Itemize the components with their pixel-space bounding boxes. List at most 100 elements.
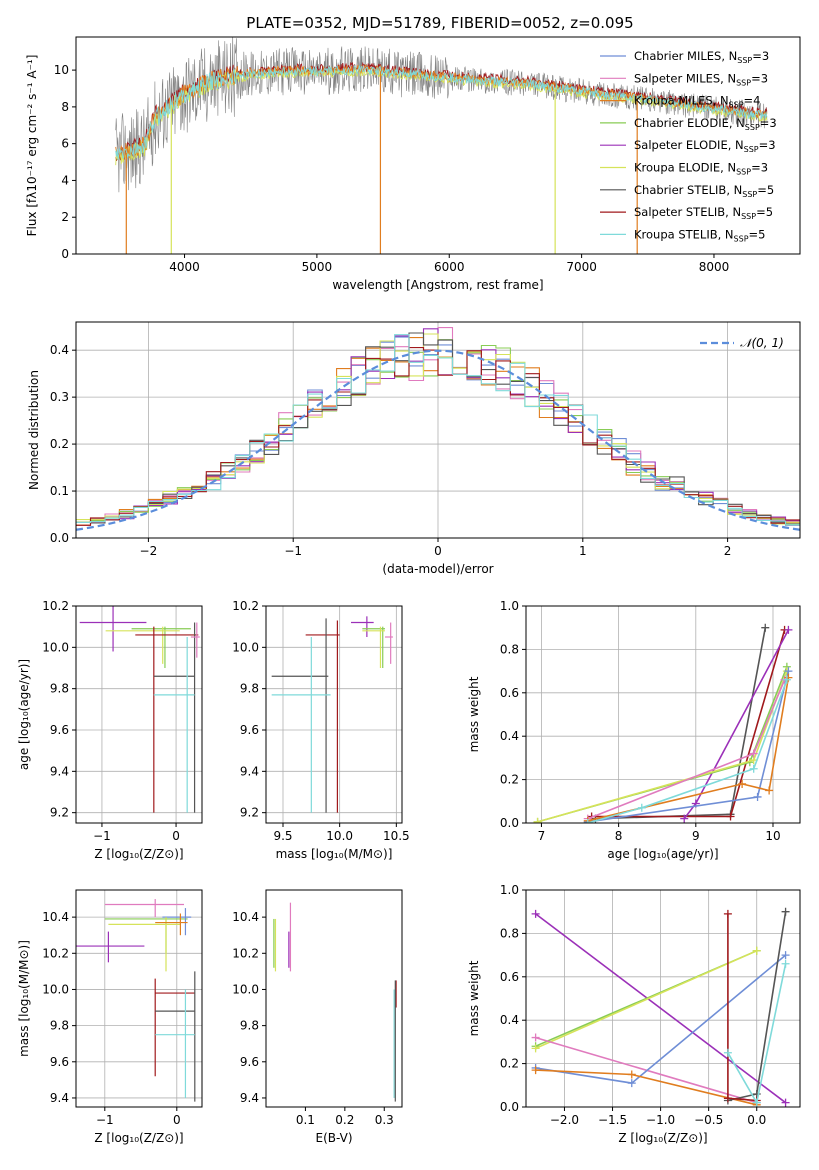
plus-marker xyxy=(726,812,735,821)
axes-frame xyxy=(525,889,801,1108)
series-line-kroupa_miles xyxy=(535,1069,757,1106)
y-tick-label: 9.8 xyxy=(50,682,69,696)
histogram-kroupa_stelib xyxy=(76,334,800,525)
y-tick-label: 0.8 xyxy=(500,642,519,656)
errorbar-point xyxy=(104,899,184,918)
errorbar-point xyxy=(105,626,180,664)
panel-mass_vs_ebv: 0.1 0.2 0.3 9.4 9.6 9.8 10.0 10.2 10.4 E(B-V) xyxy=(232,889,403,1145)
y-tick-label: 0.4 xyxy=(500,729,519,743)
y-tick-label: 4 xyxy=(61,173,69,187)
axes-frame xyxy=(75,36,801,255)
model-spectrum-kroupa_stelib xyxy=(115,64,768,160)
axes-frame xyxy=(265,889,403,1108)
errorbar-point xyxy=(155,989,195,1098)
axes-frame xyxy=(75,889,203,1108)
plus-marker xyxy=(752,1098,761,1107)
legend-entry: Chabrier ELODIE, NSSP=3 xyxy=(634,116,777,132)
x-tick-label: 8000 xyxy=(699,260,730,274)
panel-age_vs_z: −1 0 9.2 9.4 9.6 9.8 10.0 10.2 Z [log₁₀(Z/Z⊙)] ag… xyxy=(17,599,203,861)
series-line-salpeter_elodie xyxy=(535,913,787,1104)
errorbar-point xyxy=(362,626,385,668)
x-axis-label: age [log₁₀(age/yr)] xyxy=(607,847,718,861)
y-tick-label: 6 xyxy=(61,137,69,151)
y-tick-label: 10.4 xyxy=(232,910,259,924)
x-tick-label: 6000 xyxy=(434,260,465,274)
plus-marker xyxy=(749,749,758,758)
y-tick-label: 9.8 xyxy=(240,682,259,696)
y-tick-label: 10.0 xyxy=(232,640,259,654)
x-tick-label: 0 xyxy=(434,544,442,558)
y-tick-label: 10.0 xyxy=(232,982,259,996)
x-tick-label: −2 xyxy=(140,544,158,558)
plot-area xyxy=(533,623,793,823)
y-tick-label: 0 xyxy=(61,247,69,261)
plot-area xyxy=(273,902,397,1102)
y-tick-label: 1.0 xyxy=(500,599,519,613)
legend-entry: 𝒩(0, 1) xyxy=(740,336,784,350)
x-axis-label: E(B-V) xyxy=(315,1131,352,1145)
y-tick-label: 10.2 xyxy=(42,946,69,960)
legend-entry: Kroupa MILES, NSSP=4 xyxy=(634,94,760,110)
y-tick-label: 10.2 xyxy=(232,599,259,613)
x-tick-label: 8 xyxy=(615,829,623,843)
legend-entry: Chabrier MILES, NSSP=3 xyxy=(634,49,769,65)
legend-entry: Chabrier STELIB, NSSP=5 xyxy=(634,183,774,199)
x-tick-label: 10.0 xyxy=(326,829,353,843)
x-axis-label: Z [log₁₀(Z/Z⊙)] xyxy=(618,1131,707,1145)
x-tick-label: 0.1 xyxy=(296,1113,315,1127)
x-tick-label: 9 xyxy=(692,829,700,843)
y-tick-label: 0.2 xyxy=(500,773,519,787)
y-tick-label: 0.6 xyxy=(500,686,519,700)
legend-entry: Salpeter STELIB, NSSP=5 xyxy=(634,205,773,221)
plus-marker xyxy=(531,1066,540,1075)
errorbar-point xyxy=(271,618,329,813)
y-tick-label: 9.6 xyxy=(50,723,69,737)
y-tick-label: 0.8 xyxy=(500,926,519,940)
x-tick-label: 4000 xyxy=(169,260,200,274)
series-line-kroupa_elodie xyxy=(537,670,788,823)
y-axis-label: age [log₁₀(age/yr)] xyxy=(17,659,31,770)
y-tick-label: 9.6 xyxy=(240,723,259,737)
errorbar-point xyxy=(154,978,195,1077)
errorbar-point xyxy=(362,626,385,668)
x-tick-label: 0.2 xyxy=(335,1113,354,1127)
x-tick-label: −1 xyxy=(96,1113,114,1127)
y-tick-label: 10.0 xyxy=(42,982,69,996)
plus-marker xyxy=(680,814,689,823)
x-axis-label: mass [log₁₀(M/M⊙)] xyxy=(276,847,393,861)
x-tick-label: 9.5 xyxy=(273,829,292,843)
errorbar-point xyxy=(131,626,191,668)
plot-area xyxy=(76,899,196,1102)
series-line-chabrier_stelib xyxy=(595,627,767,820)
panel-age_vs_mass: 9.5 10.0 10.5 9.2 9.4 9.6 9.8 10.0 10.2 mass [log… xyxy=(232,599,409,861)
axes-frame xyxy=(525,605,801,824)
y-tick-label: 9.6 xyxy=(240,1055,259,1069)
y-axis-label: Normed distribution xyxy=(27,370,41,490)
plus-marker xyxy=(723,1048,732,1057)
plus-marker xyxy=(723,1094,732,1103)
plus-marker xyxy=(782,675,791,684)
panel-residual_histogram: −2 −1 0 1 2 0.0 0.1 0.2 0.3 0.4 (data-model)/error… xyxy=(27,321,801,576)
axes-frame xyxy=(265,605,403,824)
x-tick-label: 2 xyxy=(724,544,732,558)
y-tick-label: 0.3 xyxy=(50,390,69,404)
series-line-kroupa_miles xyxy=(587,677,790,822)
axes-frame xyxy=(75,605,203,824)
errorbar-point xyxy=(153,622,196,813)
x-tick-label: 7 xyxy=(538,829,546,843)
plot-area xyxy=(271,616,393,813)
y-axis-label: mass [log₁₀(M/M⊙)] xyxy=(17,940,31,1057)
plus-marker xyxy=(781,951,790,960)
plus-marker xyxy=(583,819,592,823)
x-tick-label: 10.5 xyxy=(383,829,410,843)
x-tick-label: 0.0 xyxy=(747,1113,766,1127)
x-tick-label: 0.3 xyxy=(375,1113,394,1127)
plot-area xyxy=(531,907,790,1107)
plus-marker xyxy=(531,909,540,918)
y-tick-label: 10.0 xyxy=(42,640,69,654)
panel-spectrum: 4000 5000 6000 7000 8000 0 2 4 6 8 10 wavelength [A… xyxy=(25,36,801,292)
model-spectrum-salpeter_stelib xyxy=(115,61,768,162)
y-tick-label: 9.4 xyxy=(50,1091,69,1105)
plus-marker xyxy=(752,946,761,955)
